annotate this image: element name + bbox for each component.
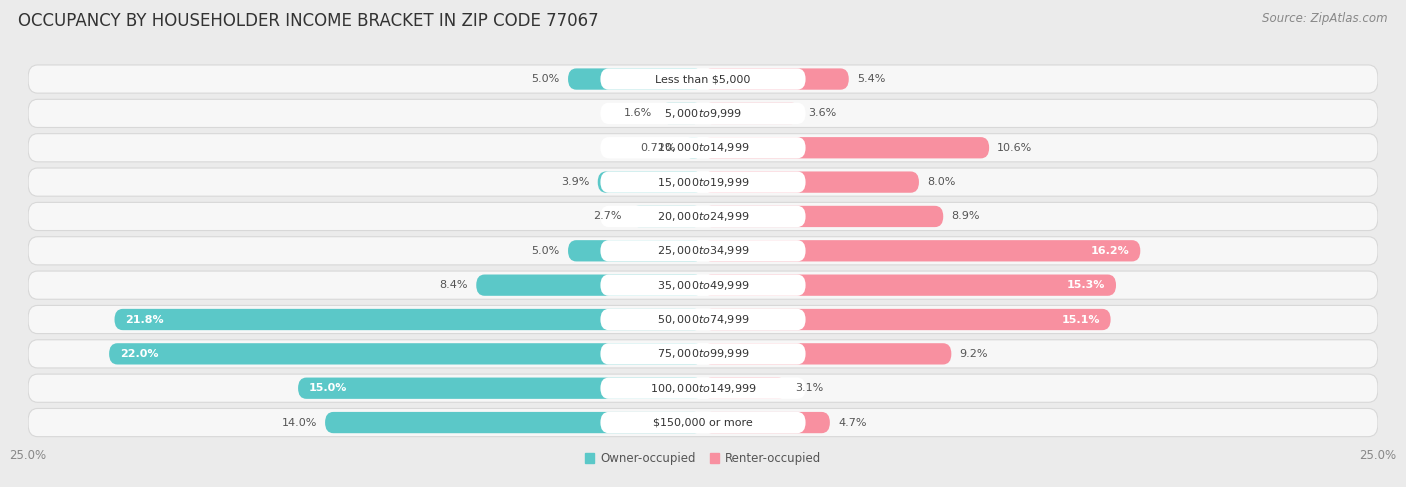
FancyBboxPatch shape xyxy=(28,409,1378,437)
FancyBboxPatch shape xyxy=(600,309,806,330)
Text: 15.3%: 15.3% xyxy=(1067,280,1105,290)
Text: 16.2%: 16.2% xyxy=(1091,246,1129,256)
Text: $35,000 to $49,999: $35,000 to $49,999 xyxy=(657,279,749,292)
FancyBboxPatch shape xyxy=(703,412,830,433)
Text: $25,000 to $34,999: $25,000 to $34,999 xyxy=(657,244,749,257)
FancyBboxPatch shape xyxy=(600,206,806,227)
Text: 14.0%: 14.0% xyxy=(281,417,316,428)
Text: 3.9%: 3.9% xyxy=(561,177,589,187)
Text: 8.9%: 8.9% xyxy=(952,211,980,222)
FancyBboxPatch shape xyxy=(703,377,787,399)
Text: 3.1%: 3.1% xyxy=(794,383,823,393)
Text: OCCUPANCY BY HOUSEHOLDER INCOME BRACKET IN ZIP CODE 77067: OCCUPANCY BY HOUSEHOLDER INCOME BRACKET … xyxy=(18,12,599,30)
FancyBboxPatch shape xyxy=(703,275,1116,296)
Text: 8.0%: 8.0% xyxy=(927,177,956,187)
Text: $15,000 to $19,999: $15,000 to $19,999 xyxy=(657,176,749,188)
FancyBboxPatch shape xyxy=(114,309,703,330)
FancyBboxPatch shape xyxy=(477,275,703,296)
FancyBboxPatch shape xyxy=(683,137,703,158)
FancyBboxPatch shape xyxy=(600,137,806,158)
FancyBboxPatch shape xyxy=(298,377,703,399)
FancyBboxPatch shape xyxy=(600,240,806,262)
Text: 15.1%: 15.1% xyxy=(1062,315,1099,324)
FancyBboxPatch shape xyxy=(28,237,1378,265)
Text: $5,000 to $9,999: $5,000 to $9,999 xyxy=(664,107,742,120)
Text: $20,000 to $24,999: $20,000 to $24,999 xyxy=(657,210,749,223)
Text: 15.0%: 15.0% xyxy=(309,383,347,393)
FancyBboxPatch shape xyxy=(600,412,806,433)
FancyBboxPatch shape xyxy=(28,99,1378,128)
Text: 9.2%: 9.2% xyxy=(959,349,988,359)
FancyBboxPatch shape xyxy=(598,171,703,193)
FancyBboxPatch shape xyxy=(703,309,1111,330)
FancyBboxPatch shape xyxy=(568,68,703,90)
Legend: Owner-occupied, Renter-occupied: Owner-occupied, Renter-occupied xyxy=(579,448,827,470)
FancyBboxPatch shape xyxy=(28,271,1378,299)
FancyBboxPatch shape xyxy=(600,68,806,90)
Text: 2.7%: 2.7% xyxy=(593,211,621,222)
Text: 8.4%: 8.4% xyxy=(440,280,468,290)
FancyBboxPatch shape xyxy=(703,171,920,193)
FancyBboxPatch shape xyxy=(703,343,952,364)
FancyBboxPatch shape xyxy=(28,340,1378,368)
FancyBboxPatch shape xyxy=(703,240,1140,262)
FancyBboxPatch shape xyxy=(110,343,703,364)
Text: Less than $5,000: Less than $5,000 xyxy=(655,74,751,84)
Text: $50,000 to $74,999: $50,000 to $74,999 xyxy=(657,313,749,326)
Text: 5.4%: 5.4% xyxy=(856,74,886,84)
Text: $75,000 to $99,999: $75,000 to $99,999 xyxy=(657,347,749,360)
Text: $100,000 to $149,999: $100,000 to $149,999 xyxy=(650,382,756,394)
FancyBboxPatch shape xyxy=(703,68,849,90)
FancyBboxPatch shape xyxy=(600,377,806,399)
FancyBboxPatch shape xyxy=(28,168,1378,196)
FancyBboxPatch shape xyxy=(28,65,1378,93)
FancyBboxPatch shape xyxy=(28,374,1378,402)
FancyBboxPatch shape xyxy=(28,133,1378,162)
Text: 10.6%: 10.6% xyxy=(997,143,1032,153)
Text: 21.8%: 21.8% xyxy=(125,315,165,324)
Text: Source: ZipAtlas.com: Source: ZipAtlas.com xyxy=(1263,12,1388,25)
FancyBboxPatch shape xyxy=(703,103,800,124)
FancyBboxPatch shape xyxy=(659,103,703,124)
Text: 22.0%: 22.0% xyxy=(120,349,159,359)
Text: 1.6%: 1.6% xyxy=(623,109,652,118)
FancyBboxPatch shape xyxy=(600,343,806,364)
FancyBboxPatch shape xyxy=(325,412,703,433)
FancyBboxPatch shape xyxy=(703,137,990,158)
Text: $10,000 to $14,999: $10,000 to $14,999 xyxy=(657,141,749,154)
FancyBboxPatch shape xyxy=(703,206,943,227)
FancyBboxPatch shape xyxy=(568,240,703,262)
FancyBboxPatch shape xyxy=(28,305,1378,334)
FancyBboxPatch shape xyxy=(600,275,806,296)
Text: 4.7%: 4.7% xyxy=(838,417,866,428)
Text: 5.0%: 5.0% xyxy=(531,74,560,84)
Text: 0.72%: 0.72% xyxy=(640,143,675,153)
Text: 5.0%: 5.0% xyxy=(531,246,560,256)
Text: $150,000 or more: $150,000 or more xyxy=(654,417,752,428)
Text: 3.6%: 3.6% xyxy=(808,109,837,118)
FancyBboxPatch shape xyxy=(600,171,806,193)
FancyBboxPatch shape xyxy=(28,203,1378,230)
FancyBboxPatch shape xyxy=(630,206,703,227)
FancyBboxPatch shape xyxy=(600,103,806,124)
